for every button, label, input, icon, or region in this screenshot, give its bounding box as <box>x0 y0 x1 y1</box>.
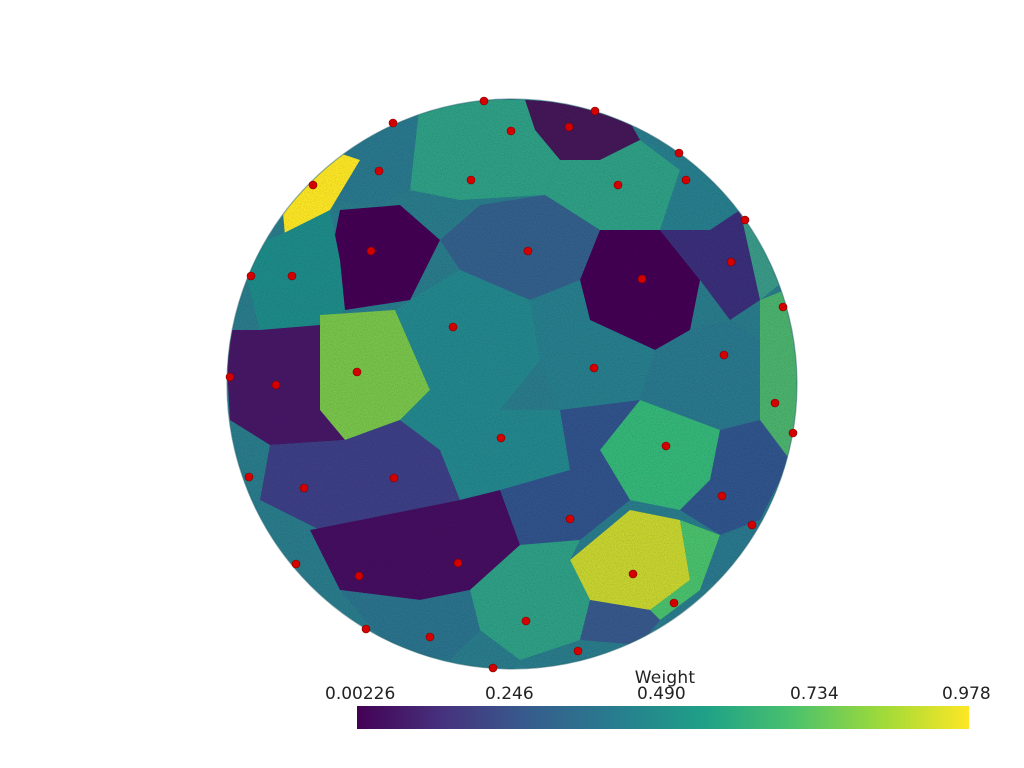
seed-point-marker <box>425 632 435 642</box>
colorbar-title: Weight <box>634 668 696 688</box>
region <box>760 290 797 460</box>
region <box>640 140 740 230</box>
seed-point-marker <box>466 175 476 185</box>
seed-point-marker <box>747 520 757 530</box>
seed-point-marker <box>726 257 736 267</box>
seed-point-marker <box>308 180 318 190</box>
colorbar-tick: 0.978 <box>942 684 991 704</box>
colorbar-tick: 0.00226 <box>325 684 396 704</box>
region <box>650 520 720 620</box>
seed-point-marker <box>488 663 498 673</box>
seed-point-marker <box>590 106 600 116</box>
seed-point-marker <box>564 122 574 132</box>
region <box>580 600 660 645</box>
region <box>580 230 700 350</box>
seed-point-marker <box>244 472 254 482</box>
seed-point-marker <box>613 180 623 190</box>
colorbar-tick: 0.490 <box>637 684 686 704</box>
region <box>570 510 690 610</box>
seed-point-marker <box>479 96 489 106</box>
colorbar-tick: 0.246 <box>485 684 534 704</box>
region <box>440 195 600 300</box>
region <box>700 160 785 300</box>
seed-point-marker <box>674 148 684 158</box>
region <box>600 400 720 510</box>
seed-point-marker <box>354 571 364 581</box>
seed-point-marker <box>453 558 463 568</box>
seed-point-marker <box>628 569 638 579</box>
seed-point-marker <box>681 175 691 185</box>
region <box>320 310 430 440</box>
seed-point-marker <box>521 616 531 626</box>
seed-point-marker <box>719 350 729 360</box>
region <box>340 590 480 660</box>
region <box>640 320 760 430</box>
seed-markers <box>225 96 798 673</box>
seed-point-marker <box>573 646 583 656</box>
seed-point-marker <box>496 433 506 443</box>
region <box>500 400 640 545</box>
seed-point-marker <box>299 483 309 493</box>
seed-point-marker <box>388 118 398 128</box>
seed-point-marker <box>271 380 281 390</box>
point-cloud-sphere <box>227 99 797 669</box>
seed-point-marker <box>661 441 671 451</box>
colorbar <box>357 706 969 729</box>
region <box>310 490 520 600</box>
seed-point-marker <box>740 215 750 225</box>
region <box>260 420 460 530</box>
seed-point-marker <box>523 246 533 256</box>
region <box>330 205 440 310</box>
seed-point-marker <box>565 514 575 524</box>
region <box>530 280 655 410</box>
seed-point-marker <box>374 166 384 176</box>
seed-point-marker <box>669 598 679 608</box>
colorbar-tick: 0.734 <box>790 684 839 704</box>
seed-point-marker <box>361 624 371 634</box>
seed-point-marker <box>589 363 599 373</box>
seed-point-marker <box>788 428 798 438</box>
region <box>395 270 540 410</box>
region <box>400 390 570 500</box>
region <box>227 325 345 445</box>
seed-point-marker <box>778 302 788 312</box>
region <box>470 540 590 660</box>
seed-point-marker <box>637 274 647 284</box>
seed-point-marker <box>246 271 256 281</box>
region <box>660 210 760 320</box>
seed-point-marker <box>352 367 362 377</box>
seed-point-marker <box>717 491 727 501</box>
seed-point-marker <box>225 372 235 382</box>
seed-point-marker <box>291 559 301 569</box>
region <box>410 100 560 200</box>
seed-point-marker <box>287 271 297 281</box>
region <box>545 140 680 230</box>
seed-point-marker <box>366 246 376 256</box>
seed-point-marker <box>448 322 458 332</box>
region <box>240 210 345 330</box>
seed-point-marker <box>389 473 399 483</box>
seed-point-marker <box>506 126 516 136</box>
seed-point-marker <box>770 398 780 408</box>
region <box>680 420 790 535</box>
